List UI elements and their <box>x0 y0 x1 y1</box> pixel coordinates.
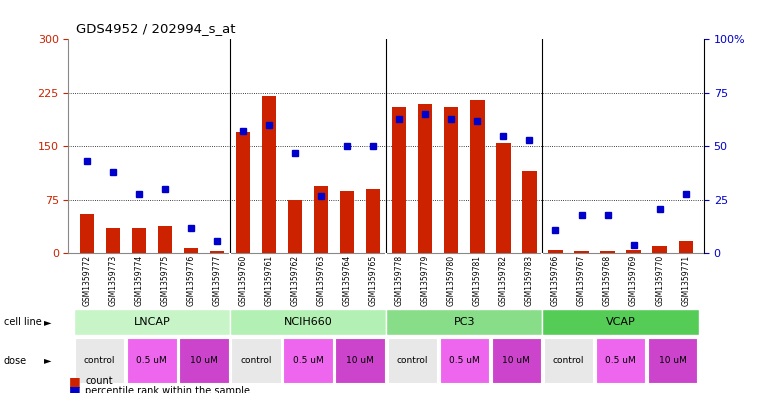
Bar <box>179 338 228 383</box>
Bar <box>392 107 406 253</box>
Bar <box>575 252 589 253</box>
Bar <box>74 309 230 336</box>
Text: GSM1359780: GSM1359780 <box>447 255 456 306</box>
Text: 10 uM: 10 uM <box>346 356 374 365</box>
Text: 0.5 uM: 0.5 uM <box>136 356 167 365</box>
Text: GSM1359782: GSM1359782 <box>499 255 508 306</box>
Text: GSM1359772: GSM1359772 <box>82 255 91 306</box>
Bar <box>418 103 432 253</box>
Text: control: control <box>84 356 116 365</box>
Text: GSM1359763: GSM1359763 <box>317 255 326 307</box>
Bar <box>236 132 250 253</box>
Bar <box>444 107 458 253</box>
Bar <box>496 143 511 253</box>
Bar <box>106 228 120 253</box>
Text: GSM1359767: GSM1359767 <box>577 255 586 307</box>
Text: ►: ► <box>44 317 52 327</box>
Text: GSM1359765: GSM1359765 <box>368 255 377 307</box>
Bar <box>288 200 302 253</box>
Bar <box>544 338 594 383</box>
Bar <box>626 250 641 253</box>
Text: LNCAP: LNCAP <box>133 317 170 327</box>
Text: GSM1359760: GSM1359760 <box>238 255 247 307</box>
Bar <box>158 226 172 253</box>
Text: GSM1359769: GSM1359769 <box>629 255 638 307</box>
Text: control: control <box>240 356 272 365</box>
Bar <box>80 214 94 253</box>
Text: GSM1359771: GSM1359771 <box>681 255 690 306</box>
Text: control: control <box>552 356 584 365</box>
Bar <box>652 246 667 253</box>
Text: GSM1359766: GSM1359766 <box>551 255 560 307</box>
Text: percentile rank within the sample: percentile rank within the sample <box>85 386 250 393</box>
Text: GSM1359768: GSM1359768 <box>603 255 612 306</box>
Bar <box>132 228 146 253</box>
Text: NCIH660: NCIH660 <box>284 317 333 327</box>
Text: count: count <box>85 376 113 386</box>
Text: dose: dose <box>4 356 27 365</box>
Text: GSM1359783: GSM1359783 <box>525 255 534 306</box>
Text: ■: ■ <box>68 375 80 388</box>
Bar <box>75 338 125 383</box>
Text: GSM1359776: GSM1359776 <box>186 255 196 307</box>
Text: control: control <box>396 356 428 365</box>
Text: GSM1359777: GSM1359777 <box>212 255 221 307</box>
Text: GSM1359761: GSM1359761 <box>265 255 273 306</box>
Bar <box>283 338 333 383</box>
Bar <box>440 338 489 383</box>
Text: GSM1359773: GSM1359773 <box>108 255 117 307</box>
Text: GSM1359774: GSM1359774 <box>134 255 143 307</box>
Text: 10 uM: 10 uM <box>190 356 218 365</box>
Bar <box>314 185 328 253</box>
Text: 0.5 uM: 0.5 uM <box>293 356 323 365</box>
Text: GSM1359779: GSM1359779 <box>421 255 430 307</box>
Bar <box>366 189 380 253</box>
Text: GSM1359778: GSM1359778 <box>395 255 404 306</box>
Bar <box>679 241 693 253</box>
Text: VCAP: VCAP <box>606 317 635 327</box>
Text: GSM1359775: GSM1359775 <box>161 255 170 307</box>
Text: PC3: PC3 <box>454 317 475 327</box>
Text: GSM1359770: GSM1359770 <box>655 255 664 307</box>
Bar <box>549 250 562 253</box>
Bar <box>648 338 697 383</box>
Text: GSM1359762: GSM1359762 <box>291 255 300 306</box>
Text: GSM1359781: GSM1359781 <box>473 255 482 306</box>
Bar <box>522 171 537 253</box>
Text: GSM1359764: GSM1359764 <box>342 255 352 307</box>
Bar <box>600 252 615 253</box>
Text: 10 uM: 10 uM <box>659 356 686 365</box>
Bar <box>183 248 198 253</box>
Text: ►: ► <box>44 356 52 365</box>
Text: 0.5 uM: 0.5 uM <box>605 356 636 365</box>
Bar <box>336 338 385 383</box>
Bar <box>387 309 543 336</box>
Bar <box>230 309 387 336</box>
Bar <box>231 338 281 383</box>
Bar <box>492 338 541 383</box>
Text: GDS4952 / 202994_s_at: GDS4952 / 202994_s_at <box>76 22 236 35</box>
Text: 0.5 uM: 0.5 uM <box>449 356 479 365</box>
Bar <box>262 96 276 253</box>
Text: cell line: cell line <box>4 317 42 327</box>
Bar <box>387 338 437 383</box>
Bar <box>127 338 177 383</box>
Bar <box>470 100 485 253</box>
Bar <box>543 309 699 336</box>
Text: 10 uM: 10 uM <box>502 356 530 365</box>
Bar <box>210 252 224 253</box>
Bar <box>596 338 645 383</box>
Bar <box>340 191 355 253</box>
Text: ■: ■ <box>68 384 80 393</box>
